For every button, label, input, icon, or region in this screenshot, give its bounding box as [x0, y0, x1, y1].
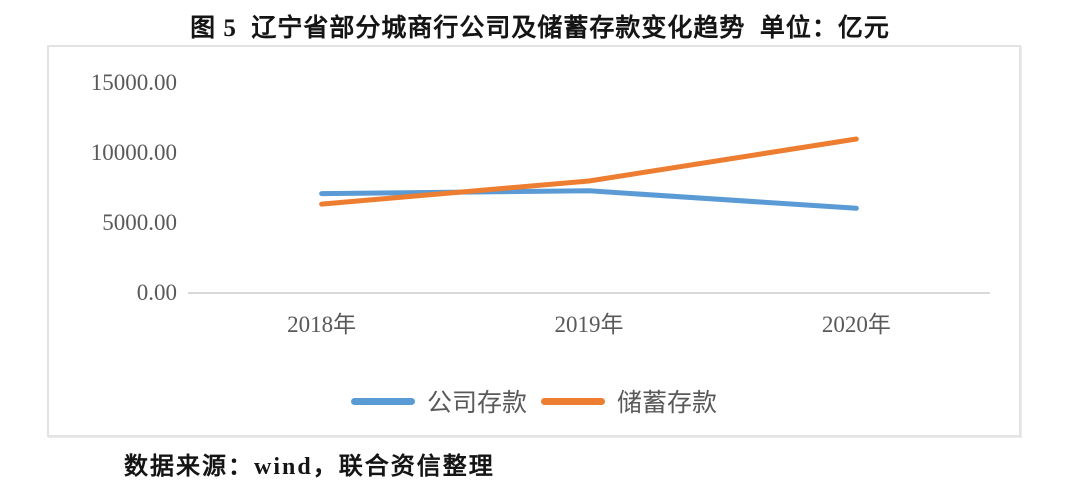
series-line-储蓄存款 [319, 136, 859, 207]
x-tick-label: 2019年 [554, 312, 624, 337]
chart-title: 图 5 辽宁省部分城商行公司及储蓄存款变化趋势 单位：亿元 [190, 15, 890, 42]
y-tick-label: 0.00 [136, 280, 177, 305]
legend-item: 公司存款 [350, 383, 527, 419]
legend-label: 公司存款 [426, 390, 527, 417]
y-tick-label: 15000.00 [90, 70, 177, 95]
legend-item: 储蓄存款 [541, 383, 717, 419]
y-tick-label: 5000.00 [102, 210, 177, 235]
plot-area [188, 136, 990, 294]
legend-swatch-icon [541, 397, 605, 405]
legend: 公司存款 储蓄存款 [49, 383, 1019, 419]
legend-swatch-icon [350, 397, 415, 405]
x-tick-label: 2020年 [821, 312, 891, 337]
legend-label: 储蓄存款 [617, 390, 718, 417]
source-note: 数据来源：wind，联合资信整理 [124, 454, 495, 480]
series-line-公司存款 [319, 188, 859, 211]
chart-frame: 15000.00 10000.00 5000.00 0.00 2018年 2019年 20… [47, 45, 1021, 437]
x-tick-label: 2018年 [287, 312, 357, 337]
y-tick-label: 10000.00 [90, 140, 177, 165]
